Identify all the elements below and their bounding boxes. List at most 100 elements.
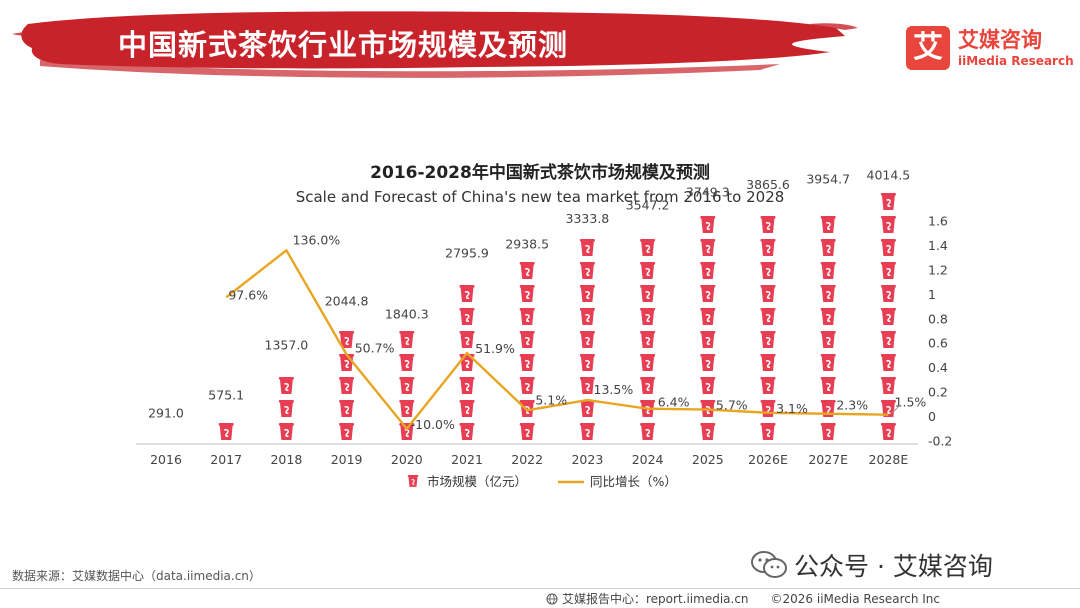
cup-icon	[699, 422, 717, 441]
cup-icon	[458, 330, 476, 349]
bar-value-label: 2044.8	[325, 293, 369, 308]
bar-value-label: 3865.6	[746, 177, 790, 192]
growth-value-label: 136.0%	[293, 232, 341, 247]
report-center-link[interactable]: 艾媒报告中心：report.iimedia.cn	[562, 592, 749, 606]
legend-label-market-size: 市场规模（亿元）	[427, 474, 527, 489]
growth-line	[225, 249, 889, 430]
cup-icon	[819, 330, 837, 349]
cup-icon	[579, 238, 596, 257]
cup-icon	[458, 284, 476, 303]
x-tick-label: 2026E	[748, 452, 788, 467]
cup-icon	[278, 399, 295, 418]
cup-icon	[518, 307, 536, 326]
y-right-tick-label: 0	[928, 409, 936, 424]
cup-icon	[880, 238, 897, 257]
bar-value-label: 3333.8	[566, 211, 610, 226]
growth-value-label: 5.7%	[716, 398, 748, 413]
footer: 艾媒报告中心：report.iimedia.cn ©2026 iiMedia Re…	[546, 590, 940, 607]
bar-value-label: 3547.2	[626, 197, 670, 212]
cup-icon	[217, 422, 235, 441]
bar-value-label: 3749.3	[686, 184, 730, 199]
bar-2021	[458, 265, 476, 441]
wechat-icon	[751, 551, 787, 578]
cup-icon	[639, 330, 656, 349]
cup-icon	[639, 238, 656, 257]
chart-subtitle: Scale and Forecast of China's new tea ma…	[295, 188, 785, 206]
x-tick-label: 2021	[451, 452, 483, 467]
bar-2027E	[819, 192, 837, 441]
copyright: ©2026 iiMedia Research Inc	[770, 592, 941, 606]
cup-icon	[338, 399, 355, 418]
bar-value-label: 2938.5	[505, 236, 549, 251]
iimedia-logo: 艾 艾媒咨询 iiMedia Research	[906, 24, 1074, 74]
cup-icon-partial	[458, 265, 476, 280]
cup-icon	[579, 284, 596, 303]
bar-2024	[639, 217, 656, 441]
bar-2019	[338, 313, 355, 441]
page-title: 中国新式茶饮行业市场规模及预测	[118, 28, 569, 62]
cup-icon	[639, 307, 656, 326]
cup-icon	[518, 261, 536, 280]
cup-icon	[759, 399, 777, 418]
growth-value-label: 2.3%	[836, 398, 868, 413]
cup-icon	[458, 307, 476, 326]
cup-icon	[819, 376, 837, 395]
cup-icon	[579, 330, 596, 349]
cup-icon	[819, 261, 837, 280]
cup-icon	[819, 215, 837, 234]
bar-value-label: 575.1	[208, 387, 244, 402]
cup-icon	[579, 399, 596, 418]
cup-icon-partial	[278, 357, 295, 372]
cup-icon	[880, 330, 897, 349]
cup-icon-partial	[759, 197, 777, 211]
growth-value-label: 50.7%	[355, 341, 395, 356]
growth-value-label: -10.0%	[411, 417, 455, 432]
chart-title: 2016-2028年中国新式茶饮市场规模及预测	[370, 163, 710, 183]
logo-chinese-name: 艾媒咨询	[958, 28, 1042, 52]
x-tick-label: 2027E	[808, 452, 848, 467]
cup-icon	[518, 376, 536, 395]
cup-icon-partial	[217, 407, 235, 418]
cup-icon	[699, 330, 717, 349]
y-right-tick-label: 0.6	[928, 336, 948, 351]
y-right-tick-label: 1.6	[928, 214, 948, 229]
cup-icon-partial	[819, 192, 837, 211]
y-right-tick-label: 0.8	[928, 311, 948, 326]
cup-icon	[759, 238, 777, 257]
wechat-account-text: 公众号 · 艾媒咨询	[794, 552, 993, 581]
x-tick-label: 2020	[391, 452, 423, 467]
y-right-tick-label: 1.4	[928, 238, 948, 253]
growth-value-label: 1.5%	[895, 395, 927, 410]
cup-icon	[699, 284, 717, 303]
cup-icon	[880, 376, 897, 395]
cup-icon	[880, 261, 897, 280]
x-tick-label: 2025	[692, 452, 724, 467]
y-right-tick-label: 0.4	[928, 360, 948, 375]
cup-icon	[518, 353, 536, 372]
growth-value-label: 5.1%	[535, 392, 567, 407]
cup-icon	[880, 307, 897, 326]
cup-icon	[639, 353, 656, 372]
x-tick-label: 2018	[270, 452, 302, 467]
cup-icon	[278, 376, 295, 395]
cup-icon	[699, 307, 717, 326]
cup-icon	[458, 376, 476, 395]
footer-divider	[0, 588, 1080, 589]
bar-2023	[579, 231, 596, 441]
cup-icon	[338, 376, 355, 395]
cup-icon	[518, 330, 536, 349]
cup-icon	[458, 422, 476, 441]
cup-icon	[759, 284, 777, 303]
bar-value-label: 2795.9	[445, 245, 489, 260]
cup-icon	[819, 238, 837, 257]
cup-icon	[639, 261, 656, 280]
bar-2025	[699, 204, 717, 441]
cup-icon	[699, 215, 717, 234]
growth-value-label: 51.9%	[475, 341, 515, 356]
cup-icon-partial	[338, 313, 355, 326]
globe-icon	[546, 593, 558, 605]
cup-icon	[579, 353, 596, 372]
cup-icon	[518, 422, 536, 441]
cup-icon	[880, 422, 897, 441]
bar-2026E	[759, 197, 777, 441]
